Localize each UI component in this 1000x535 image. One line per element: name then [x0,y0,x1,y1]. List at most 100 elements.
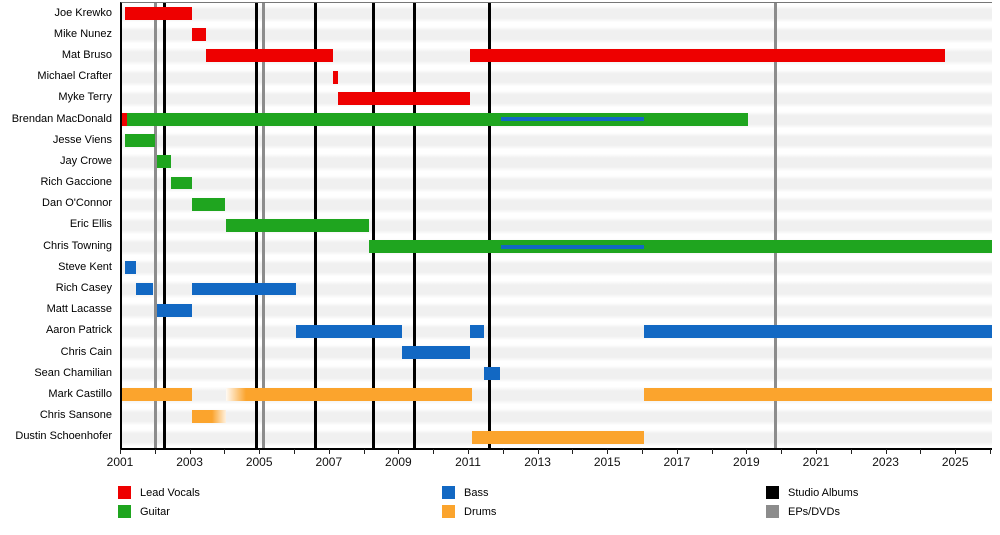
studio-album-line [413,3,417,448]
timeline-bar-bass [125,261,136,275]
row-stripe [122,130,992,152]
timeline-bar-lead-vocals [125,7,192,20]
legend: Lead Vocals Guitar Bass Drums Studio Albums E… [0,486,1000,530]
member-label: Steve Kent [58,260,112,273]
year-tick [189,449,191,454]
year-label: 2007 [315,455,343,469]
legend-swatch-bass [442,486,455,499]
overlay-stripe-bass [501,244,644,249]
legend-label: EPs/DVDs [788,505,840,518]
studio-album-line [488,3,492,448]
year-label: 2009 [385,455,412,469]
timeline-bar-lead-vocals [122,112,128,126]
timeline-bar-bass [156,303,192,317]
year-label: 2025 [941,455,969,469]
timeline-bar-lead-vocals [191,28,206,42]
year-tick [850,449,852,454]
timeline-bar-guitar [127,112,749,126]
timeline-bar-bass [644,324,992,338]
year-tick [642,449,643,454]
timeline-bar-bass [191,282,296,296]
row-stripe [122,363,992,385]
year-label: 2019 [733,455,760,469]
legend-label: Guitar [140,505,170,518]
studio-album-line [371,3,375,448]
year-label: 2013 [524,455,551,469]
member-label: Dan O'Connor [42,197,112,210]
legend-item: Studio Albums [766,486,858,499]
year-label: 2023 [872,455,899,469]
overlay-stripe-bass [501,117,644,122]
member-label: Brendan MacDonald [11,112,112,125]
timeline-bar-lead-vocals [470,49,946,63]
studio-album-line [162,3,166,448]
row-stripe [122,193,992,215]
ep-dvd-line [154,3,158,448]
row-stripe [122,24,992,46]
year-label: 2001 [106,455,134,469]
year-tick [607,449,609,454]
legend-swatch-eps-dvds [766,505,779,518]
row-stripe [122,257,992,279]
year-tick [816,449,817,454]
year-tick [154,449,156,454]
year-tick [711,449,713,454]
legend-label: Studio Albums [788,486,859,499]
year-tick [920,449,922,454]
legend-swatch-lead-vocals [118,486,131,499]
member-label: Michael Crafter [37,70,112,83]
year-tick [502,449,504,454]
year-tick [259,449,261,454]
year-tick [328,449,330,454]
legend-item: EPs/DVDs [766,505,858,518]
timeline-bar-guitar [191,197,225,211]
row-stripe [122,405,992,427]
year-label: 2021 [802,455,830,469]
legend-column: Lead Vocals Guitar [118,486,200,524]
legend-label: Drums [464,505,497,518]
timeline-bar-lead-vocals [332,70,338,84]
member-label: Joe Krewko [54,6,112,19]
timeline-bar-guitar [125,134,156,148]
timeline-bar-drums [226,388,472,402]
row-stripe [122,172,992,194]
member-label: Jesse Viens [52,133,112,146]
legend-swatch-guitar [118,505,131,518]
legend-column: Bass Drums [442,486,496,524]
member-label: Rich Casey [55,282,112,295]
legend-swatch-drums [442,505,455,518]
member-label: Chris Cain [60,345,112,358]
ep-dvd-line [773,3,777,448]
row-stripe [122,87,992,109]
year-tick [781,449,783,454]
timeline-bar-guitar [226,218,370,232]
year-tick [294,449,295,454]
year-tick [676,449,678,454]
row-stripe [122,151,992,173]
year-tick [120,449,121,454]
member-name-column: Joe Krewko Mike Nunez Mat Bruso Michael Cra… [0,2,112,447]
timeline-bar-drums [471,430,644,444]
timeline-bar-guitar [369,240,992,254]
timeline-bar-bass [483,367,500,381]
member-label: Mike Nunez [53,27,112,40]
year-tick [572,449,574,454]
year-tick [990,449,991,454]
legend-swatch-studio-albums [766,486,779,499]
member-label: Chris Towning [43,239,112,252]
year-tick [433,449,435,454]
timeline-bar-bass [135,282,154,296]
member-label: Aaron Patrick [45,324,112,337]
member-label: Matt Lacasse [46,303,112,316]
year-tick [746,449,748,454]
row-stripe [122,66,992,88]
year-label: 2005 [245,455,273,469]
year-tick [537,449,539,454]
plot-area [120,2,992,450]
row-stripe [122,342,992,364]
legend-item: Lead Vocals [118,486,200,499]
timeline-bar-drums [191,409,227,423]
timeline-bar-guitar [170,176,192,190]
timeline-bar-lead-vocals [337,91,470,105]
